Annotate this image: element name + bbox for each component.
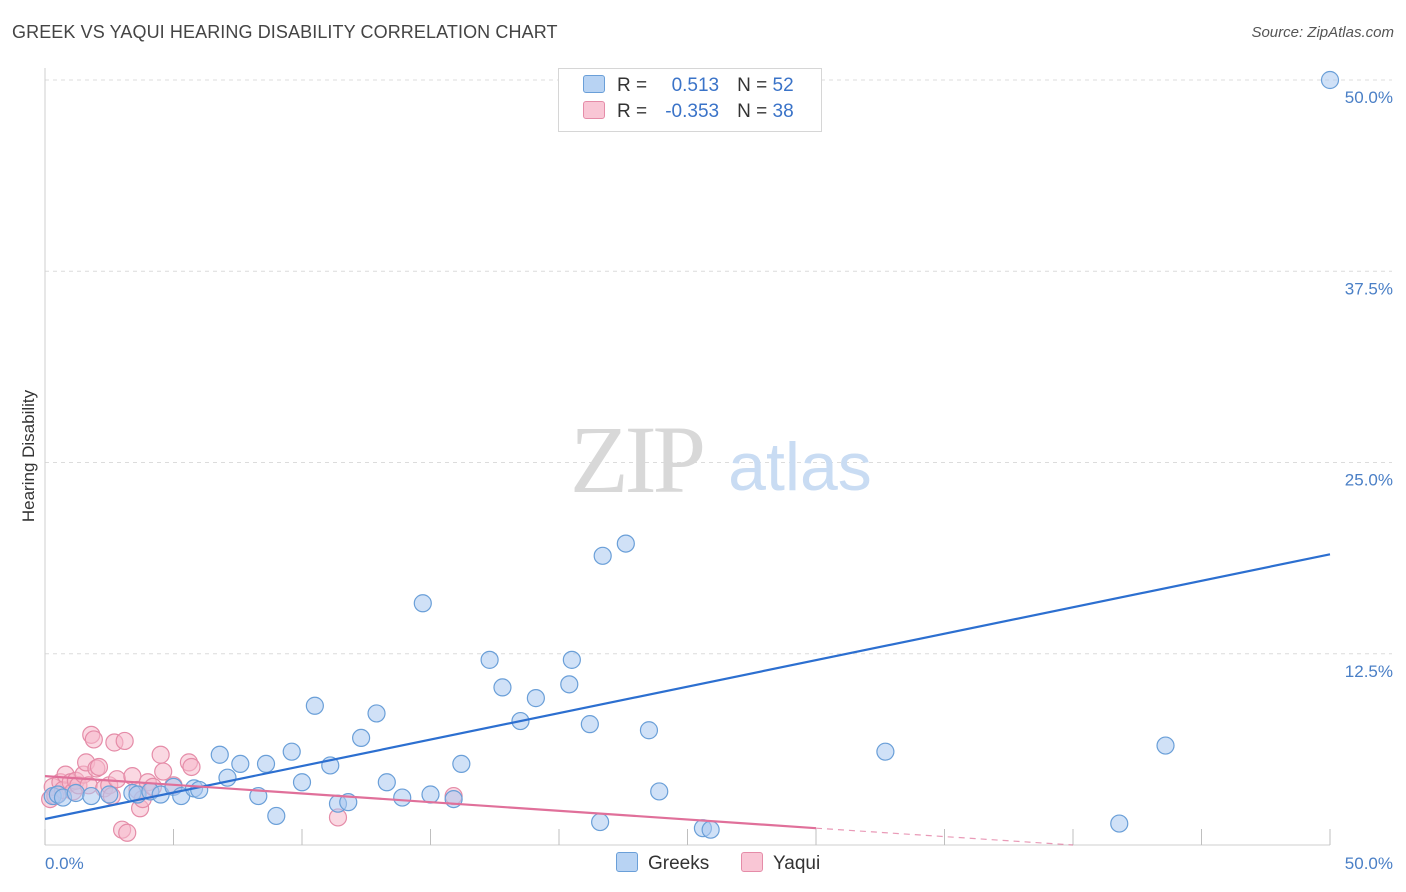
legend-row-greeks: R = 0.513 N = 52 (583, 75, 794, 101)
greeks-point (282, 742, 301, 761)
source-label: Source: ZipAtlas.com (1251, 24, 1394, 41)
greeks-point (650, 782, 669, 801)
gridlines (45, 79, 1392, 655)
greeks-point (452, 754, 471, 774)
yaqui-points (41, 725, 463, 842)
y-tick-label: 50.0% (1345, 88, 1393, 107)
legend-r-label: R = (617, 101, 648, 122)
greeks-point (352, 728, 371, 748)
yaqui-trend-line (44, 775, 817, 830)
x-tick-label: 0.0% (45, 854, 84, 873)
watermark: ZIP atlas (570, 406, 872, 513)
tick-labels: 12.5% 25.0% 37.5% 50.0% 0.0% 50.0% (45, 88, 1393, 873)
yaqui-swatch (583, 101, 605, 119)
x-tick-label: 50.0% (1345, 854, 1393, 873)
legend-n-value: 52 (772, 75, 794, 96)
greeks-point (616, 534, 635, 553)
greeks-point (292, 773, 312, 792)
greeks-point (190, 780, 209, 800)
legend-r-value: -0.353 (665, 101, 720, 122)
yaqui-point (107, 770, 127, 789)
y-axis-label: Hearing Disability (19, 389, 38, 522)
greeks-point (82, 786, 101, 806)
y-tick-label: 25.0% (1345, 471, 1393, 490)
greeks-point (560, 675, 579, 694)
bottom-legend-yaqui: Yaqui (741, 852, 820, 875)
greeks-point (267, 806, 286, 826)
greeks-point (66, 783, 85, 803)
yaqui-point (118, 823, 137, 842)
yaqui-legend-label: Yaqui (773, 853, 821, 874)
greeks-point (1320, 70, 1340, 90)
legend-r-label: R = (617, 75, 648, 96)
legend-n-label: N = (737, 75, 768, 96)
greeks-point (393, 788, 412, 807)
legend-r-value: 0.513 (671, 75, 720, 96)
yaqui-legend-swatch (741, 852, 763, 872)
greeks-point (1156, 736, 1175, 755)
greeks-point (100, 785, 119, 804)
greeks-point (701, 820, 720, 839)
chart-title: GREEK VS YAQUI HEARING DISABILITY CORREL… (12, 22, 558, 42)
yaqui-point (84, 730, 103, 749)
axes (44, 68, 1331, 846)
yaqui-trend-extension (815, 827, 1074, 846)
yaqui-point (115, 731, 134, 751)
greeks-point (639, 721, 659, 740)
y-tick-label: 37.5% (1345, 279, 1393, 298)
legend-n-value: 38 (772, 101, 794, 122)
greeks-legend-label: Greeks (648, 853, 710, 874)
greeks-point (493, 678, 512, 697)
greeks-point (593, 546, 612, 565)
bottom-legend-greeks: Greeks (616, 852, 709, 875)
yaqui-point (182, 757, 201, 777)
greeks-point (580, 715, 599, 734)
watermark-zip: ZIP (570, 406, 703, 513)
trend-lines (44, 553, 1331, 846)
yaqui-point (154, 762, 173, 781)
greeks-points (43, 70, 1340, 839)
y-tick-label: 12.5% (1345, 662, 1393, 681)
greeks-point (256, 754, 276, 774)
correlation-legend: R = 0.513 N = 52 R = -0.353 N = 38 (558, 68, 822, 132)
greeks-point (876, 742, 895, 761)
greeks-point (231, 754, 250, 774)
greeks-point (526, 689, 545, 708)
greeks-point (413, 594, 432, 613)
greeks-point (421, 785, 440, 804)
yaqui-point (151, 745, 170, 764)
greeks-point (377, 773, 396, 792)
greeks-legend-swatch (616, 852, 638, 872)
greeks-point (591, 812, 610, 832)
greeks-point (480, 650, 499, 669)
greeks-point (1110, 814, 1129, 833)
greeks-point (305, 696, 324, 715)
greeks-trend-line (44, 553, 1331, 821)
greeks-point (562, 650, 581, 669)
legend-row-yaqui: R = -0.353 N = 38 (583, 101, 794, 127)
greeks-point (367, 704, 386, 723)
greeks-swatch (583, 75, 605, 93)
legend-n-label: N = (737, 101, 768, 122)
greeks-point (210, 745, 229, 764)
yaqui-point (89, 757, 109, 777)
watermark-atlas: atlas (728, 429, 872, 505)
